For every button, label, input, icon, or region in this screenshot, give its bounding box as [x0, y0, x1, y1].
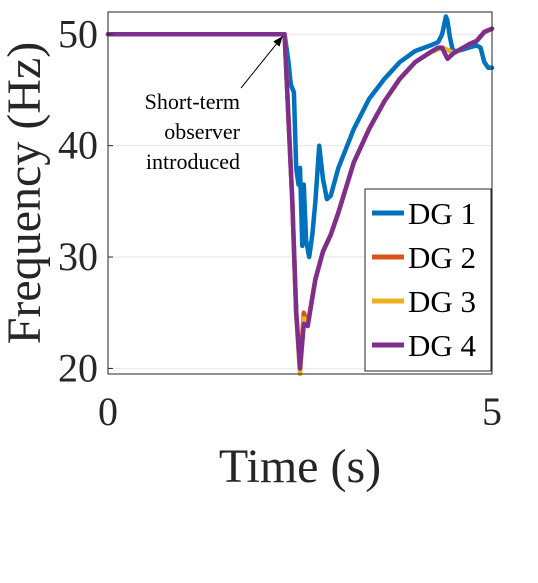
y-tick-label: 50 [58, 11, 98, 56]
x-tick-label: 0 [98, 389, 118, 434]
legend-box [364, 188, 492, 372]
x-axis-label: Time (s) [219, 440, 381, 493]
annotation-line-3: introduced [146, 149, 240, 174]
legend-label: DG 1 [408, 196, 476, 231]
tick-labels: 20 30 40 50 0 5 [58, 11, 502, 434]
y-tick-label: 20 [58, 345, 98, 390]
annotation-line-1: Short-term [145, 89, 240, 114]
annotation-line-2: observer [164, 119, 240, 144]
x-tick-label: 5 [482, 389, 502, 434]
y-axis-label: Frequency (Hz) [0, 42, 51, 345]
y-tick-label: 40 [58, 123, 98, 168]
series-line-dg-4 [105, 26, 495, 371]
legend: DG 1 DG 2 DG 3 DG 4 [364, 188, 492, 372]
plot-frame [107, 11, 493, 375]
annotation-arrow-head [273, 36, 283, 47]
annotation-arrow-line [240, 35, 284, 89]
legend-label: DG 3 [408, 284, 476, 319]
y-tick-label: 30 [58, 234, 98, 279]
legend-label: DG 2 [408, 240, 476, 275]
annotation: Short-term observer introduced [145, 35, 284, 174]
legend-label: DG 4 [408, 328, 477, 363]
